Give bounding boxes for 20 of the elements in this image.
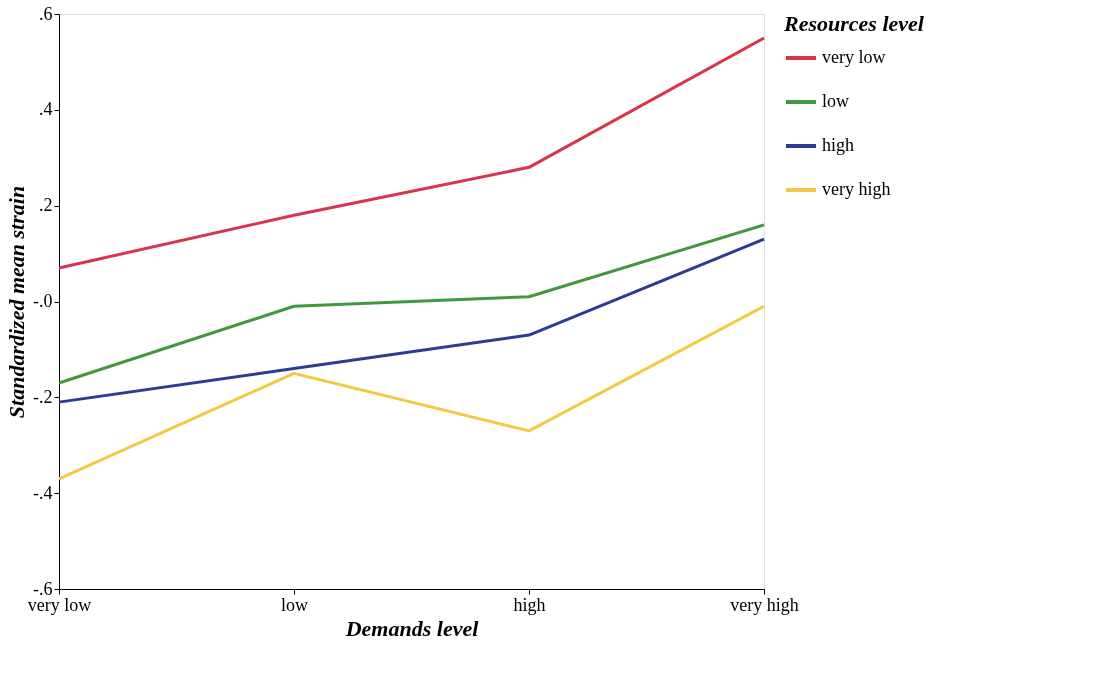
y-tick-label: -.0 xyxy=(33,291,53,311)
x-tick-label: high xyxy=(513,594,546,615)
x-axis-title: Demands level xyxy=(344,615,480,641)
y-tick-label: .6 xyxy=(39,3,53,24)
line-series xyxy=(57,237,766,404)
line-series xyxy=(57,36,766,270)
legend-label: very low xyxy=(822,47,886,67)
y-axis-title: Standardized mean strain xyxy=(4,185,30,419)
y-tick-label: -.2 xyxy=(33,386,53,407)
y-tick-label: .2 xyxy=(39,195,53,216)
x-tick-label: low xyxy=(281,594,308,615)
legend-title: Resources level xyxy=(783,11,925,36)
legend-label: high xyxy=(822,135,855,155)
line-series xyxy=(57,223,766,385)
legend-label: low xyxy=(822,91,849,111)
x-tick-label: very high xyxy=(730,594,799,615)
y-tick-label: .4 xyxy=(39,99,53,120)
y-tick-label: -.4 xyxy=(33,482,53,503)
line-series xyxy=(57,304,766,481)
legend-label: very high xyxy=(822,179,891,199)
